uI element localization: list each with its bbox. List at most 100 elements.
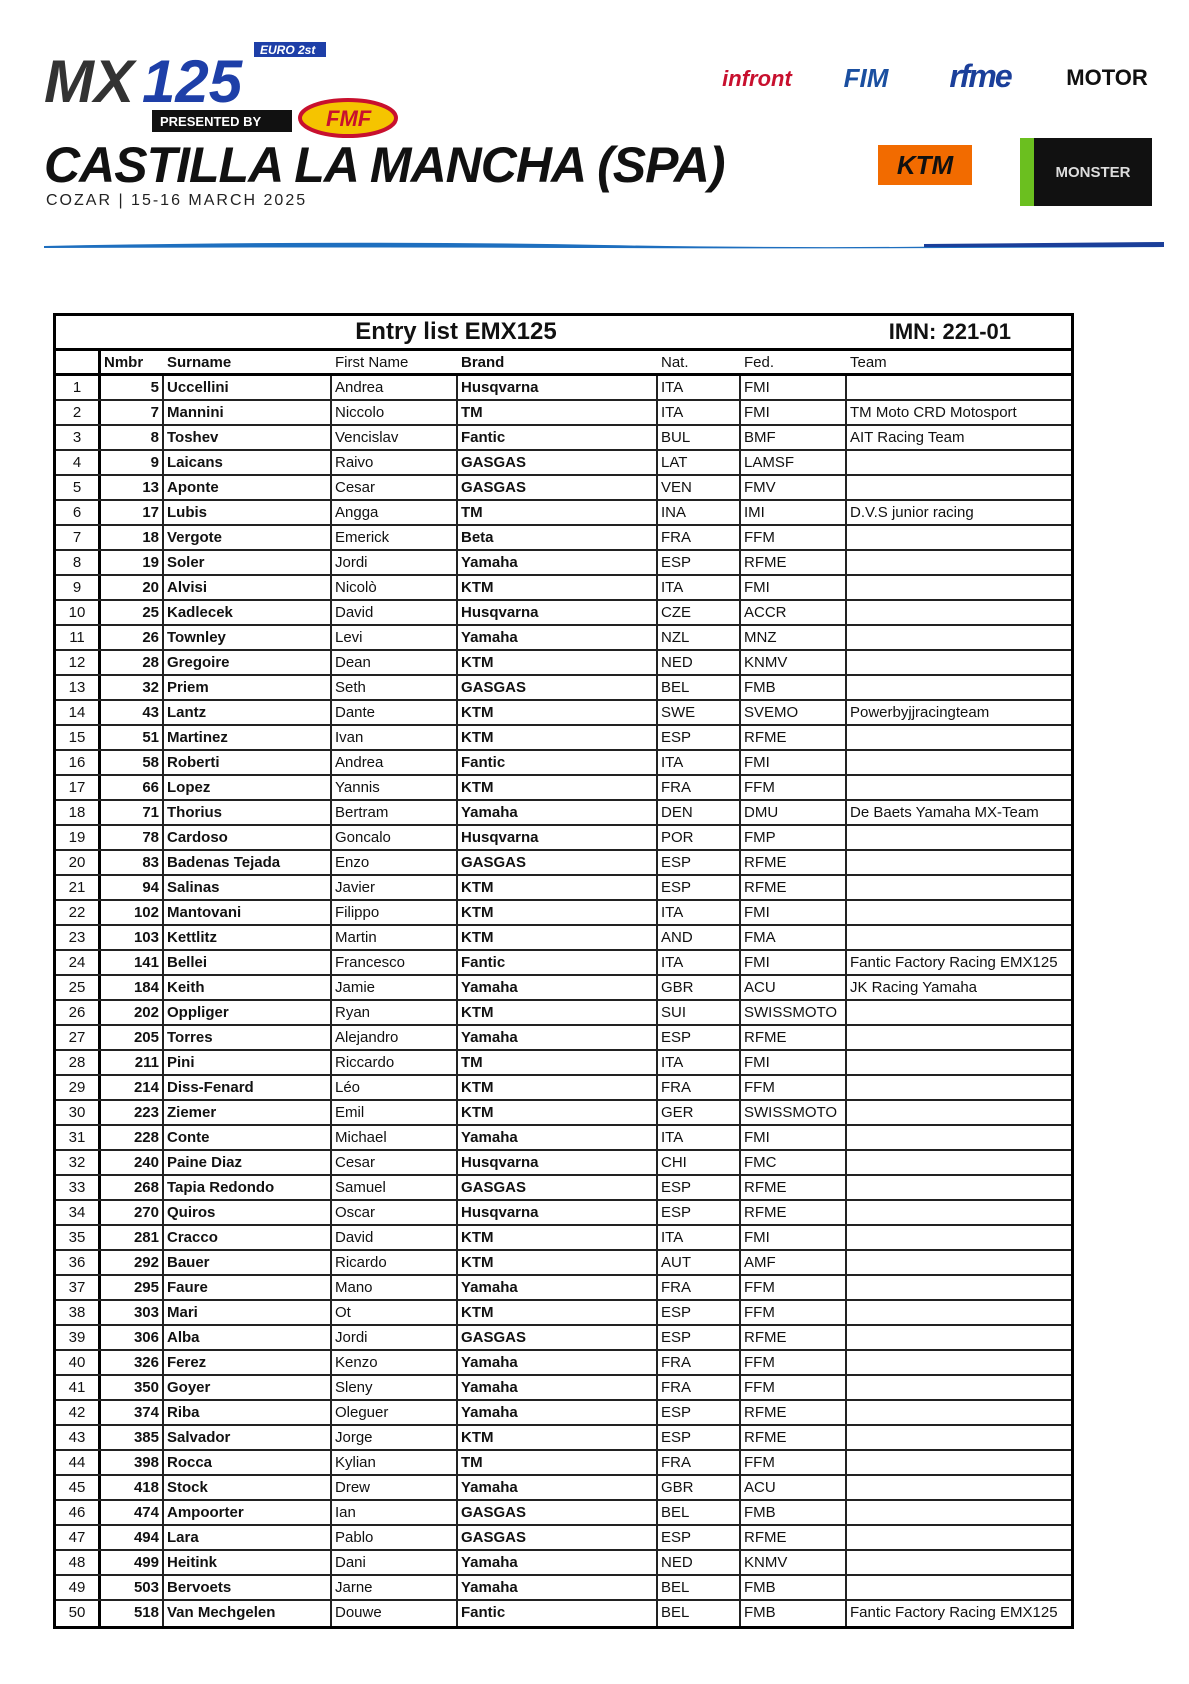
rider-number-cell: 71 xyxy=(101,801,164,824)
row-index-cell: 11 xyxy=(56,626,101,649)
row-index-cell: 13 xyxy=(56,676,101,699)
table-row: 46 474 Ampoorter Ian GASGAS BEL FMB xyxy=(56,1501,1071,1526)
team-cell xyxy=(847,926,1071,949)
rider-number-cell: 202 xyxy=(101,1001,164,1024)
federation-cell: ACU xyxy=(741,1476,847,1499)
nationality-cell: BEL xyxy=(658,676,741,699)
rider-number-cell: 240 xyxy=(101,1151,164,1174)
brand-cell: Beta xyxy=(458,526,658,549)
rider-number-cell: 326 xyxy=(101,1351,164,1374)
team-cell: AIT Racing Team xyxy=(850,429,965,446)
first-name-cell: Javier xyxy=(332,876,458,899)
federation-cell: RFME xyxy=(741,1026,847,1049)
team-cell xyxy=(847,901,1071,924)
table-title-row: Entry list EMX125 IMN: 221-01 xyxy=(56,316,1071,351)
surname-cell: Conte xyxy=(164,1126,332,1149)
surname-cell: Roberti xyxy=(164,751,332,774)
team-cell xyxy=(847,1526,1071,1549)
col-header-fed: Fed. xyxy=(744,354,775,371)
surname-cell: Mari xyxy=(164,1301,332,1324)
brand-cell: Husqvarna xyxy=(458,1201,658,1224)
fim-logo: FIM xyxy=(843,62,889,93)
row-index-cell: 7 xyxy=(56,526,101,549)
team-cell xyxy=(847,1001,1071,1024)
imn-code: IMN: 221-01 xyxy=(888,319,1011,344)
brand-cell: KTM xyxy=(458,776,658,799)
federation-cell: FMI xyxy=(741,576,847,599)
federation-cell: FMB xyxy=(741,676,847,699)
rider-number-cell: 205 xyxy=(101,1026,164,1049)
col-header-nat: Nat. xyxy=(661,354,689,371)
federation-cell: FMC xyxy=(741,1151,847,1174)
table-row: 31 228 Conte Michael Yamaha ITA FMI xyxy=(56,1126,1071,1151)
table-row: 36 292 Bauer Ricardo KTM AUT AMF xyxy=(56,1251,1071,1276)
team-cell xyxy=(847,1201,1071,1224)
table-row: 18 71 Thorius Bertram Yamaha DEN DMU De Baets Y… xyxy=(56,801,1071,826)
table-row: 32 240 Paine Diaz Cesar Husqvarna CHI FMC xyxy=(56,1151,1071,1176)
first-name-cell: Martin xyxy=(332,926,458,949)
brand-cell: Yamaha xyxy=(458,1576,658,1599)
team-cell xyxy=(847,1576,1071,1599)
team-cell xyxy=(847,1326,1071,1349)
rider-number-cell: 398 xyxy=(101,1451,164,1474)
surname-cell: Toshev xyxy=(164,426,332,449)
team-cell xyxy=(847,851,1071,874)
row-index-cell: 23 xyxy=(56,926,101,949)
brand-cell: Yamaha xyxy=(458,1476,658,1499)
row-index-cell: 27 xyxy=(56,1026,101,1049)
rider-number-cell: 78 xyxy=(101,826,164,849)
team-cell xyxy=(847,1101,1071,1124)
team-cell xyxy=(847,551,1071,574)
team-cell xyxy=(847,1151,1071,1174)
table-row: 15 51 Martinez Ivan KTM ESP RFME xyxy=(56,726,1071,751)
brand-cell: GASGAS xyxy=(458,1326,658,1349)
table-row: 48 499 Heitink Dani Yamaha NED KNMV xyxy=(56,1551,1071,1576)
team-cell xyxy=(847,1051,1071,1074)
surname-cell: Priem xyxy=(164,676,332,699)
first-name-cell: Andrea xyxy=(332,751,458,774)
table-row: 21 94 Salinas Javier KTM ESP RFME xyxy=(56,876,1071,901)
nationality-cell: AUT xyxy=(658,1251,741,1274)
nationality-cell: ITA xyxy=(658,951,741,974)
nationality-cell: GER xyxy=(658,1101,741,1124)
nationality-cell: ITA xyxy=(658,1126,741,1149)
first-name-cell: Ricardo xyxy=(332,1251,458,1274)
rider-number-cell: 295 xyxy=(101,1276,164,1299)
table-row: 44 398 Rocca Kylian TM FRA FFM xyxy=(56,1451,1071,1476)
table-row: 17 66 Lopez Yannis KTM FRA FFM xyxy=(56,776,1071,801)
table-row: 42 374 Riba Oleguer Yamaha ESP RFME xyxy=(56,1401,1071,1426)
rider-number-cell: 306 xyxy=(101,1326,164,1349)
surname-cell: Torres xyxy=(164,1026,332,1049)
team-cell xyxy=(847,451,1071,474)
first-name-cell: Jamie xyxy=(332,976,458,999)
surname-cell: Kettlitz xyxy=(164,926,332,949)
row-index-cell: 47 xyxy=(56,1526,101,1549)
surname-cell: Townley xyxy=(164,626,332,649)
table-row: 50 518 Van Mechgelen Douwe Fantic BEL FMB Fanti… xyxy=(56,1601,1071,1626)
federation-cell: FMI xyxy=(741,751,847,774)
surname-cell: Mannini xyxy=(164,401,332,424)
brand-cell: GASGAS xyxy=(458,476,658,499)
rider-number-cell: 83 xyxy=(101,851,164,874)
federation-cell: SWISSMOTO xyxy=(741,1101,847,1124)
first-name-cell: Francesco xyxy=(332,951,458,974)
first-name-cell: Pablo xyxy=(332,1526,458,1549)
surname-cell: Kadlecek xyxy=(164,601,332,624)
first-name-cell: Ian xyxy=(332,1501,458,1524)
table-row: 25 184 Keith Jamie Yamaha GBR ACU JK Racing Yam… xyxy=(56,976,1071,1001)
federation-cell: KNMV xyxy=(741,1551,847,1574)
federation-cell: RFME xyxy=(741,1326,847,1349)
surname-cell: Aponte xyxy=(164,476,332,499)
first-name-cell: Filippo xyxy=(332,901,458,924)
surname-cell: Pini xyxy=(164,1051,332,1074)
federation-cell: FFM xyxy=(741,1076,847,1099)
rider-number-cell: 58 xyxy=(101,751,164,774)
surname-cell: Oppliger xyxy=(164,1001,332,1024)
rider-number-cell: 103 xyxy=(101,926,164,949)
brand-cell: GASGAS xyxy=(458,851,658,874)
team-cell xyxy=(847,1301,1071,1324)
surname-cell: Faure xyxy=(164,1276,332,1299)
federation-cell: FFM xyxy=(741,1451,847,1474)
surname-cell: Goyer xyxy=(164,1376,332,1399)
row-index-cell: 15 xyxy=(56,726,101,749)
